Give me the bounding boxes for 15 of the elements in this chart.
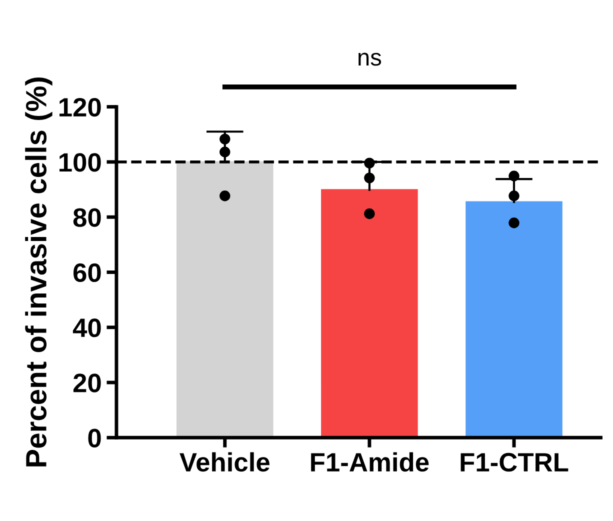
bar bbox=[466, 201, 562, 438]
text: ns bbox=[358, 52, 382, 66]
x-tick-label: F1-CTRL bbox=[460, 452, 568, 472]
y-tick-label: 100 bbox=[60, 153, 101, 172]
y-tick-label: 40 bbox=[72, 318, 101, 338]
y-axis-title: Percent of invasive cells (%) bbox=[25, 78, 52, 466]
x-tick-label: F1-Amide bbox=[311, 452, 429, 472]
y-tick-label: 80 bbox=[73, 208, 101, 227]
y-tick-label: 20 bbox=[73, 374, 101, 392]
bar bbox=[321, 189, 418, 438]
y-tick-label: 0 bbox=[88, 428, 101, 448]
x-tick-label: Vehicle bbox=[180, 452, 270, 472]
bar bbox=[176, 161, 274, 438]
y-tick-label: 60 bbox=[74, 263, 101, 282]
y-tick-label: 120 bbox=[60, 98, 101, 117]
